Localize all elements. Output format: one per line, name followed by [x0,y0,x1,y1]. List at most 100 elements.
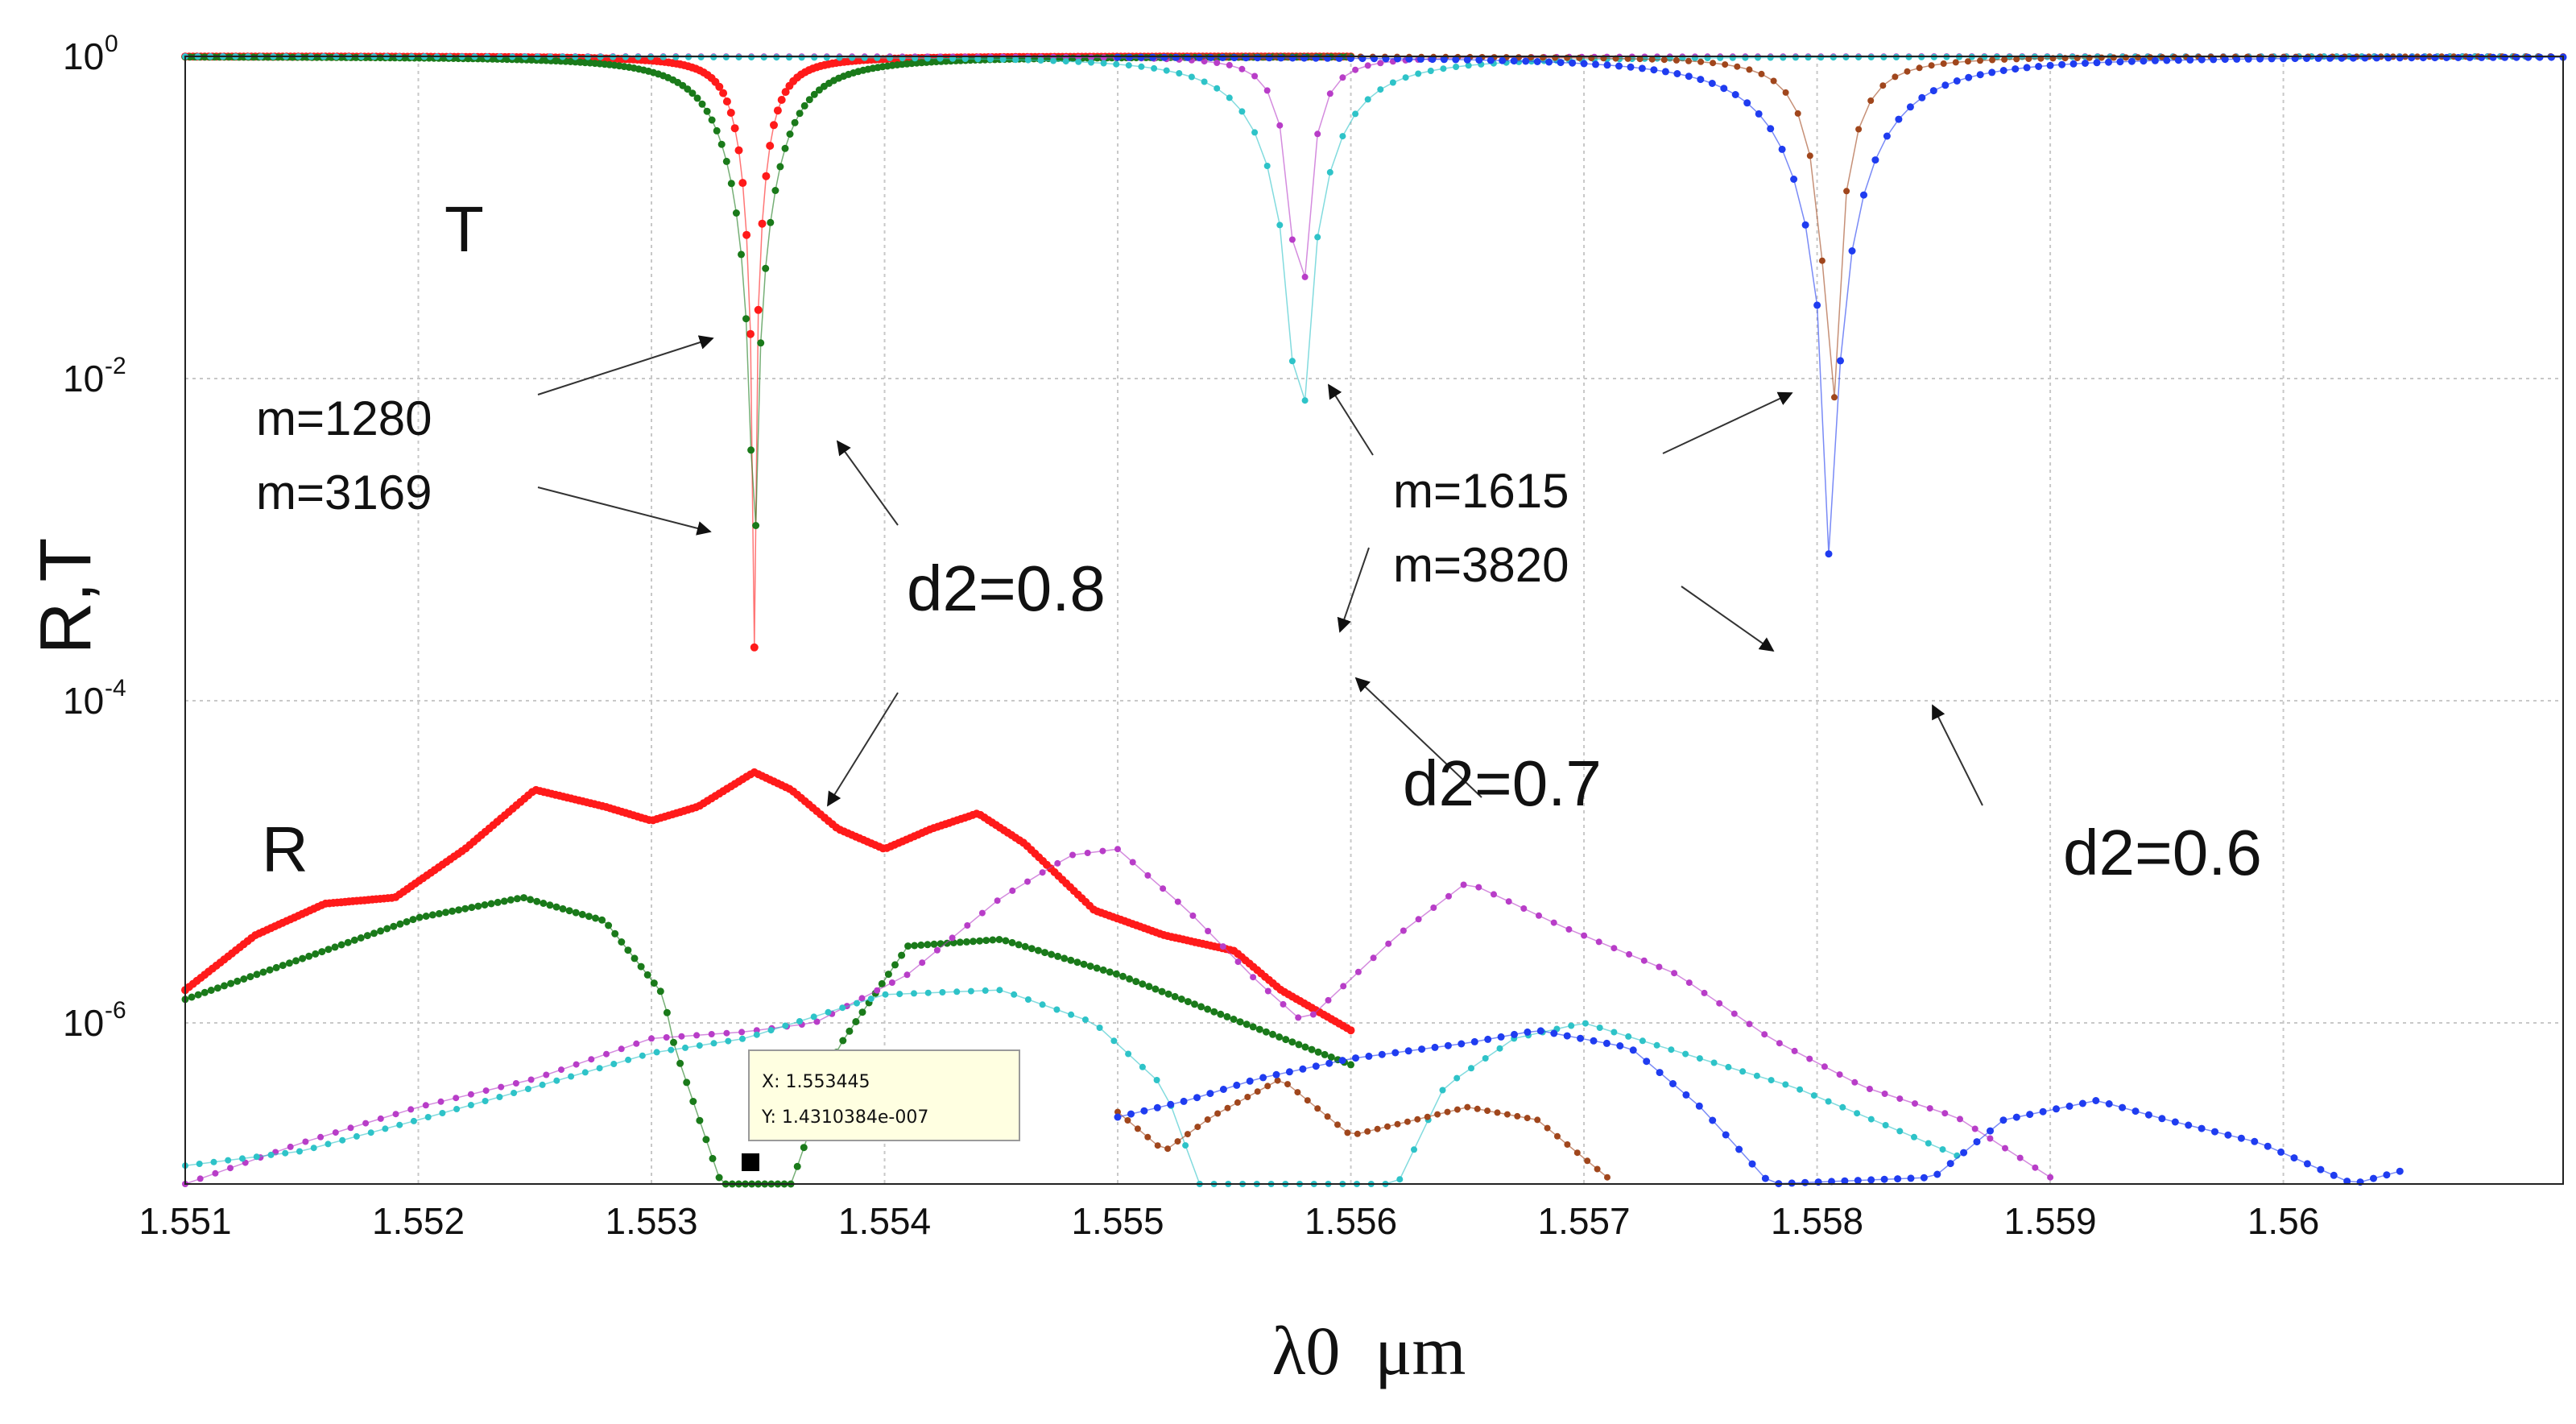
series-11-point-25 [1444,1041,1452,1049]
series-8-point-9 [317,1133,325,1140]
series-9-point-58 [1011,991,1018,998]
series-9 [182,987,1961,1187]
series-7-point-119 [956,938,964,946]
series-4-point-72 [1989,56,1996,64]
series-11-point-66 [1987,1127,1994,1135]
series-11-point-60 [1907,1174,1915,1182]
series-9-point-62 [1068,1011,1075,1018]
series-9-point-98 [1582,1020,1589,1027]
series-7-point-166 [1262,1028,1270,1036]
series-8-point-58 [1054,859,1061,867]
series-11-point-34 [1563,1032,1571,1040]
series-5-point-59 [1801,221,1809,229]
series-1-point-113 [732,209,740,217]
series-9-point-103 [1653,1041,1660,1049]
series-8-point-117 [1941,1110,1949,1117]
series-2-point-94 [1364,62,1371,69]
x-tick-label-9: 1.56 [2247,1200,2320,1242]
series-9-point-11 [339,1136,346,1144]
series-11-point-87 [2264,1142,2272,1150]
series-8-point-88 [1505,898,1512,905]
series-10-point-8 [1194,1124,1201,1131]
series-9-point-88 [1439,1087,1446,1094]
series-5-point-89 [2151,56,2159,64]
series-8-point-2 [212,1169,219,1177]
series-5-point-76 [1999,67,2007,74]
series-10-point-20 [1314,1105,1321,1112]
series-5-point-113 [2431,54,2439,62]
series-11-point-7 [1206,1090,1214,1098]
series-7-point-130 [1028,945,1036,953]
series-8 [182,846,2054,1187]
series-10-point-2 [1134,1125,1141,1132]
series-7-point-167 [1269,1030,1276,1038]
series-9-point-89 [1453,1074,1461,1082]
series-3-point-49 [798,54,805,61]
series-0-point-144 [742,230,751,239]
series-7-point-139 [1086,962,1094,971]
x-tick-label-6: 1.557 [1537,1200,1630,1242]
series-11-point-42 [1669,1080,1677,1087]
series-5-point-90 [2163,56,2171,64]
series-7-point-150 [1158,987,1166,996]
series-1-point-117 [752,522,760,529]
datatip[interactable]: X: 1.553445 Y: 1.4310384e-007 [742,1049,1020,1171]
series-7-point-15 [279,962,287,970]
series-7-point-62 [585,913,593,921]
series-6 [181,768,1355,1035]
series-5-point-123 [2548,53,2555,61]
series-4-point-36 [1552,54,1559,61]
series-7-point-114 [924,941,932,949]
series-3-point-70 [1062,58,1069,65]
series-7-point-48 [494,898,502,906]
series-1-point-109 [713,126,721,135]
series-1-point-126 [796,110,804,118]
series-9-point-114 [1810,1092,1817,1099]
series-10-point-16 [1274,1077,1281,1084]
series-0-point-150 [766,142,775,150]
series-9-point-3 [225,1157,232,1164]
series-5-point-27 [1429,56,1437,64]
series-7-point-127 [1008,938,1016,946]
series-8-point-49 [919,959,926,967]
series-7-point-34 [403,918,411,925]
series-7-point-169 [1282,1036,1290,1044]
series-3-point-73 [1100,60,1107,67]
series-4-point-71 [1977,57,1983,64]
series-8-point-115 [1912,1100,1918,1107]
series-7-point-68 [624,946,632,954]
series-8-point-86 [1475,884,1482,891]
series-5-point-116 [2466,53,2474,61]
series-7-point-77 [683,1078,691,1087]
series-8-point-13 [377,1115,384,1122]
series-4-point-51 [1734,63,1741,70]
series-6-point-299 [1346,1026,1355,1035]
series-8-point-109 [1821,1063,1828,1070]
series-8-point-12 [362,1120,370,1127]
x-tick-label-7: 1.558 [1771,1200,1863,1242]
series-7-point-24 [337,941,345,949]
series-7-point-69 [631,954,639,962]
series-8-point-90 [1536,912,1542,919]
series-11-point-31 [1524,1028,1532,1036]
datatip-box [748,1049,1020,1141]
series-8-point-94 [1595,938,1602,946]
series-5-point-82 [2069,60,2078,68]
series-9-point-29 [596,1065,603,1072]
series-5-point-54 [1743,99,1751,107]
series-7-point-134 [1054,952,1062,960]
series-7-point-6 [221,982,228,990]
series-0-point-154 [781,88,790,97]
label-r: R [262,813,308,885]
x-tick-label-8: 1.559 [2004,1200,2097,1242]
series-11-point-3 [1153,1103,1161,1111]
series-10-point-38 [1494,1109,1501,1116]
series-10-point-32 [1434,1111,1441,1118]
series-9-point-39 [739,1035,746,1042]
series-0-point-152 [773,106,782,115]
series-9-point-2 [210,1158,217,1165]
series-10-point-4 [1154,1142,1161,1149]
series-7-point-120 [962,938,970,946]
series-5-point-121 [2524,53,2533,61]
series-3-point-84 [1238,108,1246,115]
